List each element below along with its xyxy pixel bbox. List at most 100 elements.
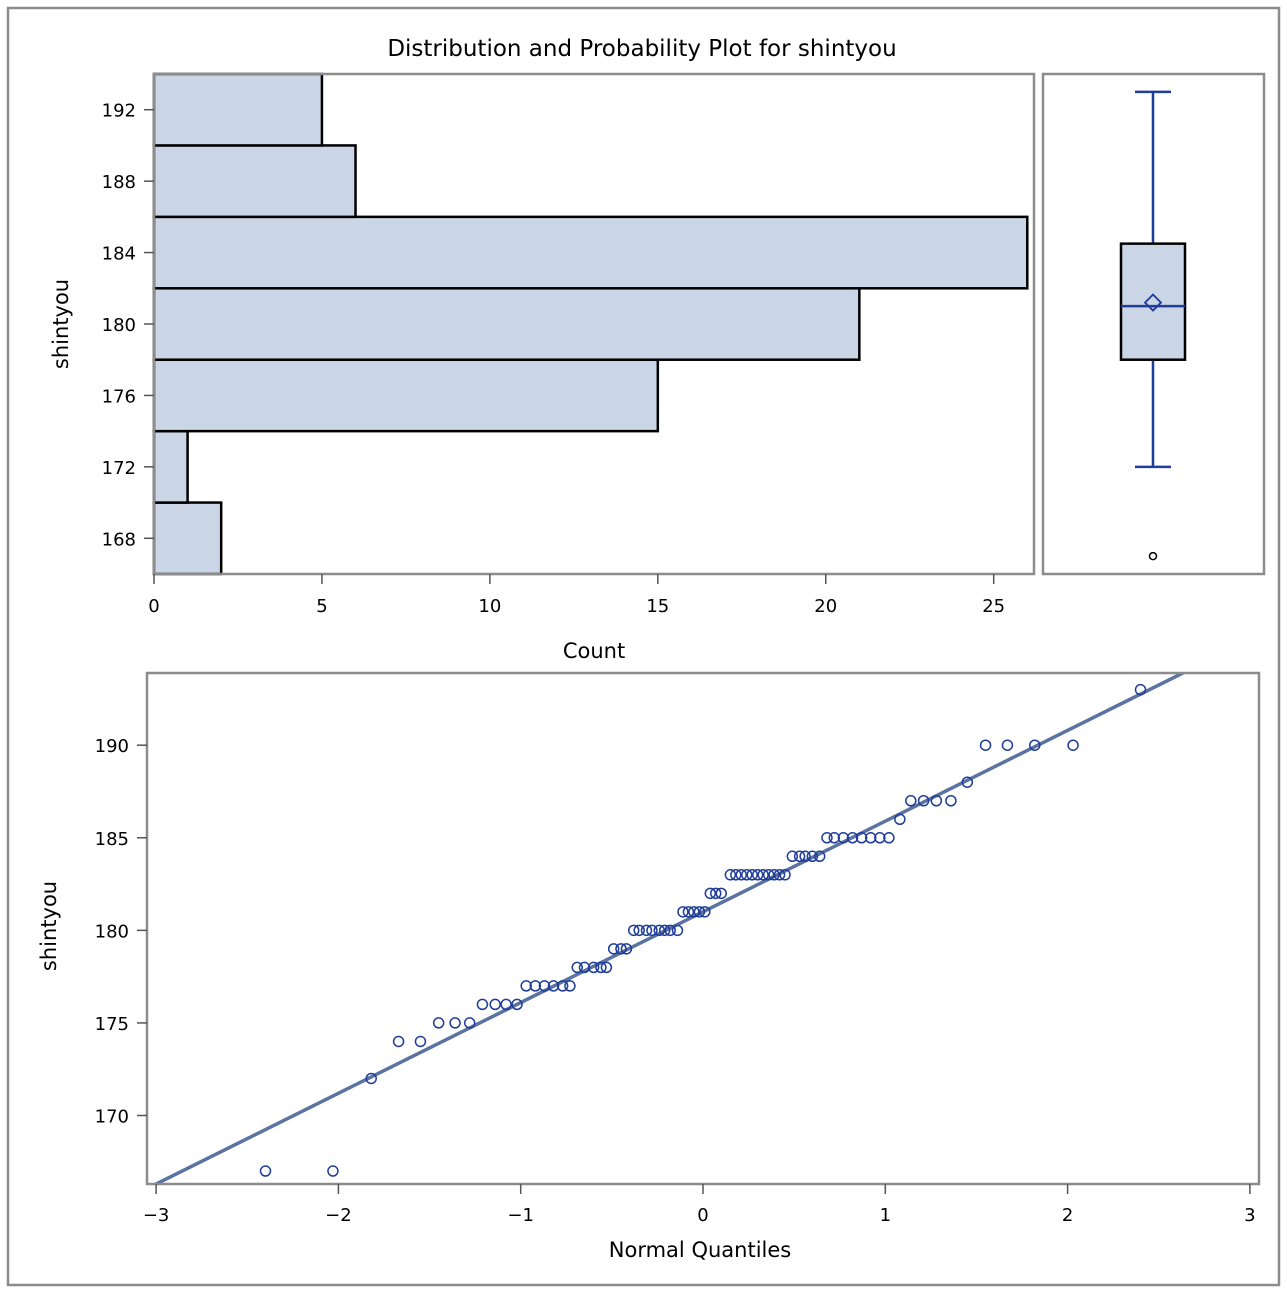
qq-point (730, 869, 742, 881)
qq-point (779, 869, 791, 881)
qq-point (600, 961, 613, 974)
y-tick-label: 172 (102, 458, 136, 479)
qq-point (699, 906, 711, 918)
qq-point (500, 998, 512, 1011)
qq-y-axis: 170 175 180 185 190 (95, 736, 147, 1127)
qq-plot-panel: −3 −2 −1 0 1 2 3 170 175 180 185 190 Normal Quanti… (37, 671, 1261, 1262)
qq-point (688, 906, 700, 918)
qq-point (671, 924, 684, 937)
y-tick-label: 190 (95, 736, 129, 757)
qq-point (607, 943, 620, 955)
qq-point (1001, 739, 1014, 751)
qq-point (894, 813, 906, 826)
qq-point (883, 832, 895, 844)
qq-point (813, 850, 826, 863)
histogram-y-axis: 168 172 176 180 184 188 192 (102, 101, 154, 550)
qq-point (746, 869, 758, 881)
histogram-panel: 168 172 176 180 184 188 192 0 5 10 15 20 25 Count s… (49, 72, 1036, 663)
histogram-bar (152, 358, 660, 433)
qq-point (735, 869, 748, 881)
y-tick-label: 168 (102, 529, 136, 550)
qq-point (793, 850, 806, 863)
histogram-bar (152, 144, 357, 219)
x-tick-label: −2 (325, 1205, 352, 1226)
qq-point (762, 869, 775, 881)
x-tick-label: 20 (814, 596, 837, 617)
qq-point (799, 850, 811, 863)
qq-point (327, 1165, 339, 1177)
qq-point (905, 795, 917, 807)
histogram-bars (152, 72, 1029, 576)
y-tick-label: 184 (102, 244, 136, 265)
boxplot-frame (1041, 72, 1266, 576)
y-tick-label: 185 (95, 829, 129, 850)
qq-point (837, 832, 850, 844)
qq-point (806, 850, 819, 863)
qq-point (556, 980, 569, 992)
qq-plot-content (152, 673, 1187, 1184)
qq-y-label: shintyou (37, 881, 61, 971)
qq-point (664, 924, 676, 937)
qq-point (874, 832, 886, 844)
qq-point (547, 980, 560, 992)
qq-point (627, 924, 640, 937)
qq-point (578, 961, 591, 974)
qq-point (476, 998, 489, 1011)
qq-point (587, 961, 600, 974)
outlier-point (1148, 551, 1158, 561)
x-tick-label: −3 (143, 1205, 170, 1226)
qq-point (511, 998, 523, 1011)
qq-point (571, 961, 583, 974)
qq-point (682, 906, 695, 918)
qq-point (768, 869, 780, 881)
qq-x-label: Normal Quantiles (609, 1238, 791, 1262)
qq-point (930, 795, 943, 807)
chart-title: Distribution and Probability Plot for sh… (387, 36, 896, 62)
histogram-bar (152, 501, 223, 576)
qq-point (520, 980, 532, 992)
qq-point (710, 887, 722, 900)
qq-point (846, 832, 859, 844)
x-tick-label: 10 (478, 596, 501, 617)
boxplot-panel (1041, 72, 1266, 576)
qq-point (1067, 739, 1079, 751)
qq-point (677, 906, 689, 918)
histogram-x-axis: 0 5 10 15 20 25 (148, 574, 1005, 617)
qq-point (855, 832, 868, 844)
mean-marker (1143, 293, 1163, 312)
x-tick-label: 15 (646, 596, 669, 617)
qq-point (365, 1072, 377, 1085)
histogram-y-label: shintyou (49, 279, 73, 369)
histogram-bar (152, 72, 324, 147)
qq-point (704, 887, 717, 900)
y-tick-label: 180 (95, 921, 129, 942)
qq-point (715, 887, 727, 900)
y-tick-label: 180 (102, 315, 136, 336)
qq-point (615, 943, 627, 955)
qq-point (917, 795, 930, 807)
qq-point (757, 869, 769, 881)
y-tick-label: 170 (95, 1106, 129, 1127)
x-tick-label: 3 (1244, 1205, 1255, 1226)
qq-point (640, 924, 653, 937)
histogram-x-label: Count (563, 639, 625, 663)
histogram-bar (152, 287, 861, 361)
boxplot (1119, 90, 1187, 561)
x-tick-label: −1 (507, 1205, 534, 1226)
qq-point (653, 924, 665, 937)
qq-point (786, 850, 799, 863)
y-tick-label: 175 (95, 1014, 129, 1035)
qq-point (646, 924, 658, 937)
qq-point (821, 832, 833, 844)
qq-point (463, 1017, 476, 1029)
x-tick-label: 1 (880, 1205, 891, 1226)
qq-point (741, 869, 753, 881)
qq-point (1029, 739, 1041, 751)
box-iqr (1119, 242, 1187, 361)
qq-point (564, 980, 576, 992)
x-tick-label: 0 (697, 1205, 708, 1226)
qq-point (392, 1035, 405, 1048)
qq-x-axis: −3 −2 −1 0 1 2 3 (143, 1184, 1256, 1226)
qq-point (620, 943, 633, 955)
